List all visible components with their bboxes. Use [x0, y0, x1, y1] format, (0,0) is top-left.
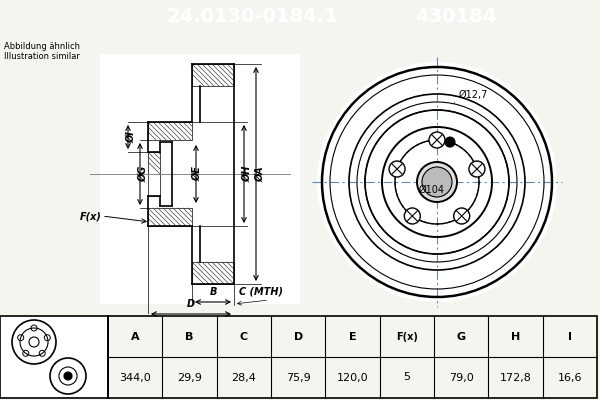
- Text: 172,8: 172,8: [500, 372, 532, 382]
- Text: ØA: ØA: [255, 166, 265, 182]
- Text: ØH: ØH: [242, 166, 252, 182]
- Text: 79,0: 79,0: [449, 372, 473, 382]
- Text: 430184: 430184: [415, 8, 497, 26]
- Text: C (MTH): C (MTH): [239, 287, 283, 297]
- Circle shape: [317, 62, 557, 302]
- Text: ØG: ØG: [138, 166, 148, 182]
- Text: H: H: [511, 332, 520, 342]
- Circle shape: [422, 167, 452, 197]
- Text: Ø12,7: Ø12,7: [459, 90, 488, 100]
- Circle shape: [389, 161, 405, 177]
- Text: C: C: [240, 332, 248, 342]
- Text: 75,9: 75,9: [286, 372, 311, 382]
- Circle shape: [429, 132, 445, 148]
- Text: B: B: [209, 287, 217, 297]
- Text: F(x): F(x): [396, 332, 418, 342]
- Bar: [148, 122, 192, 140]
- Bar: [148, 208, 192, 226]
- Text: 16,6: 16,6: [557, 372, 582, 382]
- Bar: [0, 316, 108, 398]
- Text: ØI: ØI: [126, 131, 136, 143]
- Text: 28,4: 28,4: [232, 372, 256, 382]
- Text: G: G: [457, 332, 466, 342]
- Bar: [108, 316, 597, 398]
- Text: 5: 5: [403, 372, 410, 382]
- Bar: [192, 262, 234, 284]
- Text: Ø104: Ø104: [419, 185, 445, 195]
- Text: 120,0: 120,0: [337, 372, 368, 382]
- Text: A: A: [131, 332, 139, 342]
- Text: D: D: [293, 332, 303, 342]
- Circle shape: [404, 208, 421, 224]
- Text: I: I: [568, 332, 572, 342]
- Text: D: D: [187, 299, 195, 309]
- Circle shape: [64, 372, 72, 380]
- Text: Abbildung ähnlich: Abbildung ähnlich: [4, 42, 80, 51]
- Circle shape: [454, 208, 470, 224]
- Text: B: B: [185, 332, 194, 342]
- Text: ØE: ØE: [192, 166, 202, 182]
- Text: Illustration similar: Illustration similar: [4, 52, 80, 61]
- Text: 344,0: 344,0: [119, 372, 151, 382]
- Text: 29,9: 29,9: [177, 372, 202, 382]
- Bar: [100, 54, 300, 304]
- Text: F(x): F(x): [80, 211, 102, 221]
- Text: 24.0130-0184.1: 24.0130-0184.1: [166, 8, 338, 26]
- Bar: [192, 64, 234, 86]
- Text: E: E: [349, 332, 356, 342]
- Circle shape: [469, 161, 485, 177]
- Bar: [148, 152, 160, 196]
- Circle shape: [417, 162, 457, 202]
- Circle shape: [445, 137, 455, 147]
